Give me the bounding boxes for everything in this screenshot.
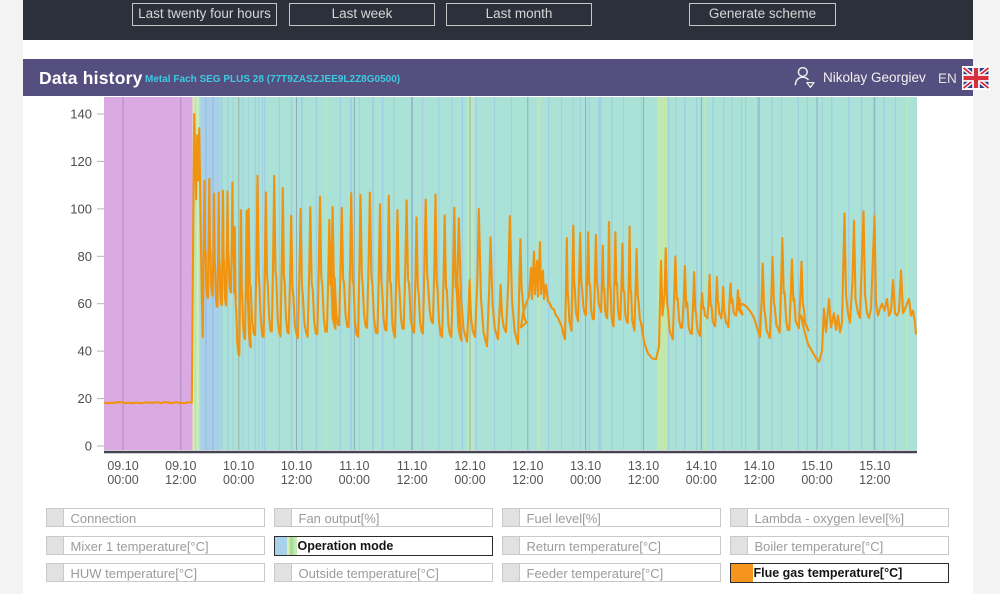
svg-text:00:00: 00:00 — [223, 473, 254, 487]
svg-text:12:00: 12:00 — [165, 473, 196, 487]
svg-text:13.10: 13.10 — [570, 459, 601, 473]
svg-text:140: 140 — [70, 107, 92, 122]
svg-text:00:00: 00:00 — [801, 473, 832, 487]
svg-text:14.10: 14.10 — [743, 459, 774, 473]
svg-text:09.10: 09.10 — [107, 459, 138, 473]
svg-text:00:00: 00:00 — [454, 473, 485, 487]
svg-text:100: 100 — [70, 201, 92, 216]
svg-text:12:00: 12:00 — [281, 473, 312, 487]
svg-text:15.10: 15.10 — [859, 459, 890, 473]
svg-text:11.10: 11.10 — [397, 459, 427, 473]
svg-text:12:00: 12:00 — [859, 473, 890, 487]
svg-text:10.10: 10.10 — [223, 459, 254, 473]
svg-text:00:00: 00:00 — [107, 473, 138, 487]
svg-text:12.10: 12.10 — [512, 459, 543, 473]
svg-text:12:00: 12:00 — [396, 473, 427, 487]
svg-text:00:00: 00:00 — [686, 473, 717, 487]
svg-text:10.10: 10.10 — [281, 459, 312, 473]
svg-text:12:00: 12:00 — [512, 473, 543, 487]
svg-text:00:00: 00:00 — [570, 473, 601, 487]
svg-text:0: 0 — [85, 439, 92, 454]
svg-text:40: 40 — [78, 344, 92, 359]
svg-text:20: 20 — [78, 391, 92, 406]
svg-text:00:00: 00:00 — [339, 473, 370, 487]
svg-text:11.10: 11.10 — [339, 459, 369, 473]
svg-text:12:00: 12:00 — [743, 473, 774, 487]
svg-text:12:00: 12:00 — [628, 473, 659, 487]
svg-text:120: 120 — [70, 154, 92, 169]
svg-text:12.10: 12.10 — [454, 459, 485, 473]
svg-text:15.10: 15.10 — [801, 459, 832, 473]
svg-text:14.10: 14.10 — [686, 459, 717, 473]
svg-text:80: 80 — [78, 249, 92, 264]
svg-text:13.10: 13.10 — [628, 459, 659, 473]
svg-text:09.10: 09.10 — [165, 459, 196, 473]
svg-text:60: 60 — [78, 296, 92, 311]
